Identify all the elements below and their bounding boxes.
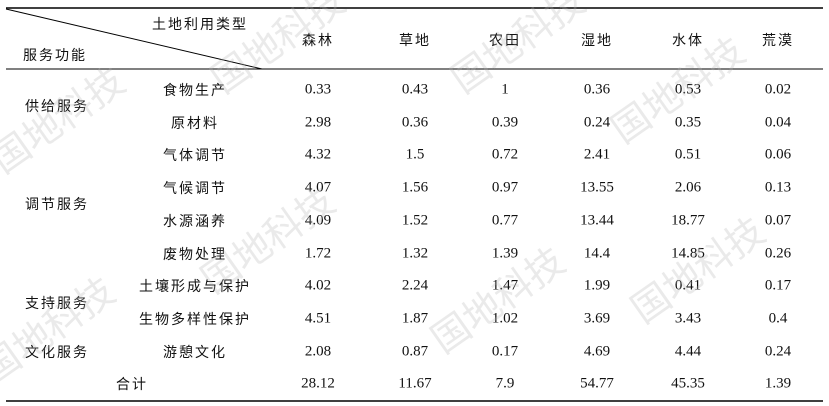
column-header: 荒漠 <box>762 33 794 49</box>
group-label: 调节服务 <box>25 197 89 214</box>
column-header: 森林 <box>302 33 334 49</box>
column-header: 水体 <box>672 33 704 49</box>
cell-value: 0.72 <box>491 146 519 163</box>
cell-value: 1.56 <box>401 179 429 196</box>
cell-value: 2.08 <box>304 343 332 360</box>
cell-value: 4.32 <box>304 146 332 163</box>
cell-value: 1.72 <box>304 245 332 261</box>
total-value: 45.35 <box>671 375 705 392</box>
cell-value: 0.4 <box>768 310 788 327</box>
group-label: 文化服务 <box>25 344 89 361</box>
cell-value: 14.85 <box>671 245 705 261</box>
cell-value: 1 <box>501 81 509 98</box>
row-item: 游憩文化 <box>163 344 227 361</box>
total-value: 1.39 <box>764 375 792 392</box>
column-header: 湿地 <box>581 33 613 49</box>
cell-value: 0.35 <box>674 114 702 131</box>
total-value: 54.77 <box>580 375 614 392</box>
cell-value: 0.53 <box>674 81 702 98</box>
cell-value: 0.97 <box>491 179 519 196</box>
cell-value: 0.36 <box>401 114 429 131</box>
cell-value: 1.87 <box>401 310 429 327</box>
row-item: 原材料 <box>171 115 219 132</box>
cell-value: 1.39 <box>491 245 519 261</box>
cell-value: 2.98 <box>304 114 332 131</box>
cell-value: 0.51 <box>674 146 702 163</box>
row-item: 生物多样性保护 <box>139 311 251 328</box>
cell-value: 0.02 <box>764 81 792 98</box>
cell-value: 13.44 <box>580 212 614 229</box>
cell-value: 0.41 <box>674 277 702 294</box>
diagonal-line <box>5 8 263 70</box>
corner-column-label: 土地利用类型 <box>152 17 248 33</box>
cell-value: 0.07 <box>764 212 792 229</box>
row-item: 土壤形成与保护 <box>139 279 251 296</box>
cell-value: 0.43 <box>401 81 429 98</box>
cell-value: 0.87 <box>401 343 429 360</box>
cell-value: 0.26 <box>764 245 792 261</box>
cell-value: 4.02 <box>304 277 332 294</box>
cell-value: 0.36 <box>583 81 611 98</box>
column-header: 草地 <box>399 33 431 49</box>
cell-value: 0.24 <box>764 343 792 360</box>
cell-value: 0.24 <box>583 114 611 131</box>
total-value: 11.67 <box>398 375 432 392</box>
cell-value: 1.02 <box>491 310 519 327</box>
corner-row-label: 服务功能 <box>23 48 87 64</box>
cell-value: 2.41 <box>583 146 611 163</box>
total-label: 合计 <box>116 377 148 394</box>
cell-value: 4.51 <box>304 310 332 327</box>
cell-value: 0.06 <box>764 146 792 163</box>
cell-value: 3.69 <box>583 310 611 327</box>
cell-value: 1.32 <box>401 245 429 261</box>
group-label: 供给服务 <box>25 99 89 116</box>
cell-value: 2.24 <box>401 277 429 294</box>
cell-value: 4.09 <box>304 212 332 229</box>
row-item: 废物处理 <box>163 246 227 263</box>
cell-value: 0.13 <box>764 179 792 196</box>
cell-value: 0.39 <box>491 114 519 131</box>
row-item: 气体调节 <box>163 148 227 165</box>
cell-value: 1.5 <box>405 146 425 163</box>
cell-value: 0.17 <box>491 343 519 360</box>
cell-value: 18.77 <box>671 212 705 229</box>
row-item: 气候调节 <box>163 181 227 198</box>
cell-value: 4.69 <box>583 343 611 360</box>
total-value: 7.9 <box>495 375 515 392</box>
cell-value: 3.43 <box>674 310 702 327</box>
cell-value: 2.06 <box>674 179 702 196</box>
cell-value: 4.07 <box>304 179 332 196</box>
cell-value: 4.44 <box>674 343 702 360</box>
cell-value: 1.47 <box>491 277 519 294</box>
column-header: 农田 <box>489 33 521 49</box>
cell-value: 1.52 <box>401 212 429 229</box>
group-label: 支持服务 <box>25 295 89 312</box>
total-value: 28.12 <box>301 375 335 392</box>
cell-value: 1.99 <box>583 277 611 294</box>
cell-value: 0.77 <box>491 212 519 229</box>
cell-value: 0.33 <box>304 81 332 98</box>
row-item: 食物生产 <box>163 83 227 99</box>
cell-value: 0.04 <box>764 114 792 131</box>
cell-value: 0.17 <box>764 277 792 294</box>
row-item: 水源涵养 <box>163 213 227 230</box>
cell-value: 14.4 <box>583 245 611 261</box>
cell-value: 13.55 <box>580 179 614 196</box>
